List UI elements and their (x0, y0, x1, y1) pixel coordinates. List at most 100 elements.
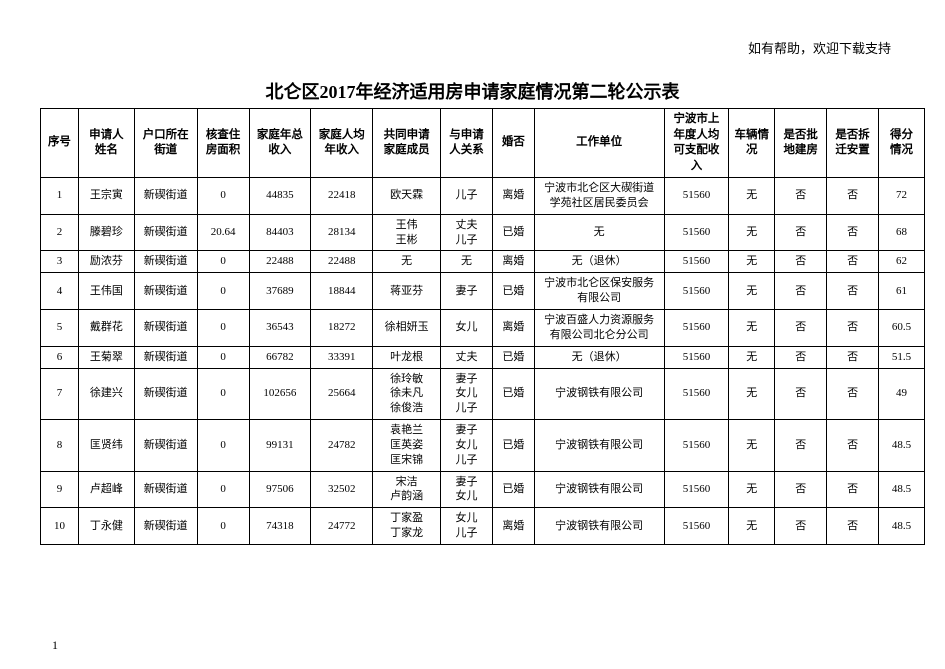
cell-vehicle: 无 (729, 251, 775, 273)
cell-employer: 宁波市北仑区保安服务有限公司 (534, 273, 664, 310)
col-score: 得分情况 (879, 109, 925, 178)
cell-area: 0 (197, 273, 249, 310)
cell-employer: 宁波百盛人力资源服务有限公司北仑分公司 (534, 309, 664, 346)
cell-income_total: 37689 (249, 273, 311, 310)
cell-income_total: 36543 (249, 309, 311, 346)
cell-relation: 妻子女儿儿子 (441, 368, 493, 420)
applicants-table: 序号申请人姓名户口所在街道核查住房面积家庭年总收入家庭人均年收入共同申请家庭成员… (40, 108, 925, 545)
table-row: 7徐建兴新碶街道010265625664徐玲敏徐未凡徐俊浩妻子女儿儿子已婚宁波钢… (41, 368, 925, 420)
cell-name: 卢超峰 (78, 471, 134, 508)
cell-disposable: 51560 (664, 508, 729, 545)
cell-street: 新碶街道 (134, 214, 197, 251)
cell-relation: 女儿 (441, 309, 493, 346)
col-employer: 工作单位 (534, 109, 664, 178)
table-row: 9卢超峰新碶街道09750632502宋洁卢韵涵妻子女儿已婚宁波钢铁有限公司51… (41, 471, 925, 508)
cell-marital: 离婚 (492, 309, 534, 346)
cell-score: 48.5 (879, 471, 925, 508)
cell-street: 新碶街道 (134, 251, 197, 273)
cell-disposable: 51560 (664, 214, 729, 251)
col-approved_land: 是否批地建房 (775, 109, 827, 178)
cell-approved_land: 否 (775, 471, 827, 508)
cell-relocated: 否 (827, 273, 879, 310)
table-row: 5戴群花新碶街道03654318272徐相妍玉女儿离婚宁波百盛人力资源服务有限公… (41, 309, 925, 346)
cell-members: 欧天霖 (373, 178, 441, 215)
cell-approved_land: 否 (775, 251, 827, 273)
cell-income_total: 97506 (249, 471, 311, 508)
table-container: 序号申请人姓名户口所在街道核查住房面积家庭年总收入家庭人均年收入共同申请家庭成员… (40, 108, 925, 545)
cell-employer: 无（退休） (534, 251, 664, 273)
cell-score: 51.5 (879, 346, 925, 368)
cell-relocated: 否 (827, 251, 879, 273)
cell-vehicle: 无 (729, 508, 775, 545)
cell-score: 49 (879, 368, 925, 420)
cell-income_per: 18844 (311, 273, 373, 310)
table-row: 2滕碧珍新碶街道20.648440328134王伟王彬丈夫儿子已婚无51560无… (41, 214, 925, 251)
cell-relation: 无 (441, 251, 493, 273)
cell-area: 20.64 (197, 214, 249, 251)
cell-name: 匡贤纬 (78, 420, 134, 472)
cell-members: 蒋亚芬 (373, 273, 441, 310)
cell-employer: 宁波钢铁有限公司 (534, 508, 664, 545)
cell-relation: 妻子女儿 (441, 471, 493, 508)
cell-relation: 丈夫 (441, 346, 493, 368)
cell-disposable: 51560 (664, 273, 729, 310)
col-marital: 婚否 (492, 109, 534, 178)
cell-income_per: 33391 (311, 346, 373, 368)
cell-relocated: 否 (827, 420, 879, 472)
cell-name: 王菊翠 (78, 346, 134, 368)
cell-relocated: 否 (827, 368, 879, 420)
cell-seq: 7 (41, 368, 79, 420)
cell-relocated: 否 (827, 214, 879, 251)
cell-name: 徐建兴 (78, 368, 134, 420)
cell-area: 0 (197, 420, 249, 472)
cell-income_per: 22418 (311, 178, 373, 215)
cell-seq: 5 (41, 309, 79, 346)
cell-members: 袁艳兰匡英姿匡宋锦 (373, 420, 441, 472)
cell-score: 68 (879, 214, 925, 251)
cell-score: 60.5 (879, 309, 925, 346)
col-vehicle: 车辆情况 (729, 109, 775, 178)
cell-seq: 9 (41, 471, 79, 508)
cell-street: 新碶街道 (134, 508, 197, 545)
cell-income_per: 22488 (311, 251, 373, 273)
cell-name: 丁永健 (78, 508, 134, 545)
cell-income_per: 32502 (311, 471, 373, 508)
cell-approved_land: 否 (775, 420, 827, 472)
cell-seq: 8 (41, 420, 79, 472)
cell-income_per: 18272 (311, 309, 373, 346)
cell-street: 新碶街道 (134, 368, 197, 420)
cell-employer: 宁波市北仑区大碶街道学苑社区居民委员会 (534, 178, 664, 215)
cell-income_per: 28134 (311, 214, 373, 251)
cell-relation: 女儿儿子 (441, 508, 493, 545)
cell-members: 王伟王彬 (373, 214, 441, 251)
cell-marital: 已婚 (492, 273, 534, 310)
cell-income_total: 84403 (249, 214, 311, 251)
col-relation: 与申请人关系 (441, 109, 493, 178)
cell-relocated: 否 (827, 346, 879, 368)
cell-area: 0 (197, 368, 249, 420)
cell-disposable: 51560 (664, 368, 729, 420)
cell-income_total: 22488 (249, 251, 311, 273)
cell-score: 48.5 (879, 508, 925, 545)
cell-members: 徐相妍玉 (373, 309, 441, 346)
cell-members: 宋洁卢韵涵 (373, 471, 441, 508)
cell-employer: 宁波钢铁有限公司 (534, 368, 664, 420)
cell-disposable: 51560 (664, 309, 729, 346)
table-row: 4王伟国新碶街道03768918844蒋亚芬妻子已婚宁波市北仑区保安服务有限公司… (41, 273, 925, 310)
cell-relocated: 否 (827, 471, 879, 508)
cell-marital: 已婚 (492, 471, 534, 508)
cell-area: 0 (197, 346, 249, 368)
cell-income_per: 24772 (311, 508, 373, 545)
cell-relocated: 否 (827, 178, 879, 215)
table-row: 10丁永健新碶街道07431824772丁家盈丁家龙女儿儿子离婚宁波钢铁有限公司… (41, 508, 925, 545)
cell-street: 新碶街道 (134, 178, 197, 215)
cell-score: 61 (879, 273, 925, 310)
cell-income_per: 24782 (311, 420, 373, 472)
cell-vehicle: 无 (729, 273, 775, 310)
cell-disposable: 51560 (664, 178, 729, 215)
cell-vehicle: 无 (729, 368, 775, 420)
cell-area: 0 (197, 178, 249, 215)
col-members: 共同申请家庭成员 (373, 109, 441, 178)
table-row: 8匡贤纬新碶街道09913124782袁艳兰匡英姿匡宋锦妻子女儿儿子已婚宁波钢铁… (41, 420, 925, 472)
cell-score: 62 (879, 251, 925, 273)
